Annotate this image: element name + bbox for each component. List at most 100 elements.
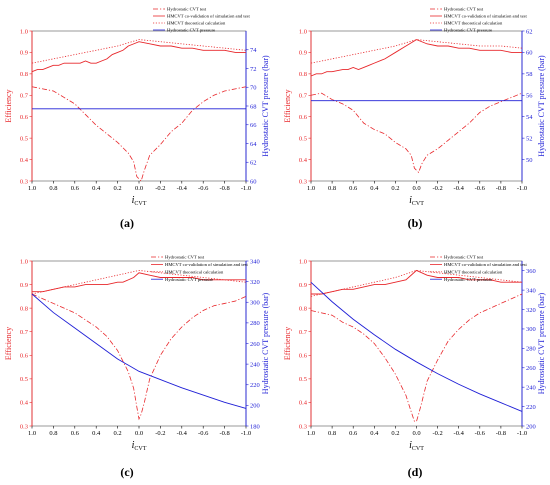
y-right-tick-label: 52	[526, 135, 533, 142]
x-tick-label: 0.8	[328, 430, 336, 437]
series-line-1	[310, 92, 523, 174]
series-line-4	[31, 293, 247, 409]
y-left-tick-label: 0.3	[20, 423, 28, 430]
x-tick-label: 0.2	[391, 430, 399, 437]
y-right-tick-label: 280	[526, 346, 536, 353]
legend: Hydrostatic CVT test HMCVT co-validation …	[153, 7, 250, 33]
x-tick-label: -0.4	[454, 185, 465, 192]
y-right-tick-label: 62	[526, 28, 533, 35]
chart-panel-c: 1.0 0.8 0.6 0.4 0.2 0.0 -0.2 -0.4 -0.6 -0.8 -1.0 0.…	[4, 255, 270, 479]
legend-label: HMCVT theoretical calculation	[167, 21, 226, 26]
y-left-tick-label: 0.6	[299, 353, 308, 360]
series-line-1	[31, 86, 247, 182]
y-left-tick-label: 0.9	[20, 282, 28, 289]
x-tick-label: 0.4	[92, 430, 101, 437]
y-right-tick-label: 200	[250, 403, 260, 410]
x-tick-label: 0.0	[412, 185, 420, 192]
x-tick-label: 0.6	[349, 185, 358, 192]
x-tick-label: 0.2	[391, 185, 399, 192]
legend-label: Hydrostatic CVT pressure	[444, 28, 492, 33]
series-line-3	[31, 270, 247, 295]
y-right-tick-label: 320	[526, 307, 536, 314]
x-axis-title: iCVT	[409, 195, 424, 207]
y-left-axis-title: Efficiency	[4, 327, 13, 360]
y-right-tick-label: 64	[250, 141, 257, 148]
legend-label: Hydrostatic CVT test	[444, 7, 484, 12]
y-right-tick-label: 260	[250, 341, 260, 348]
y-left-tick-label: 0.4	[299, 400, 308, 407]
x-axis-title: iCVT	[132, 440, 147, 452]
series-line-2	[310, 39, 522, 77]
y-right-tick-label: 68	[250, 103, 257, 110]
x-tick-label: -1.0	[241, 185, 251, 192]
y-right-tick-label: 300	[526, 326, 536, 333]
legend-label: HMCVT theoretical calculation	[444, 21, 503, 26]
y-right-axis-title: Hydrostatic CVT pressure (bar)	[261, 55, 270, 157]
y-right-axis-title: Hydrostatic CVT pressure (bar)	[537, 55, 546, 157]
legend-label: Hydrostatic CVT pressure	[444, 277, 492, 282]
x-tick-label: -0.4	[454, 430, 465, 437]
panel-caption: (b)	[408, 216, 423, 230]
y-left-tick-label: 0.6	[20, 353, 29, 360]
y-left-tick-label: 0.7	[299, 329, 308, 336]
series-line-2	[311, 269, 522, 295]
y-left-tick-label: 0.7	[20, 329, 29, 336]
y-left-tick-label: 0.3	[299, 178, 307, 185]
y-left-axis-title: Efficiency	[4, 89, 13, 122]
x-tick-label: 1.0	[28, 430, 36, 437]
y-right-tick-label: 60	[250, 178, 257, 185]
y-left-tick-label: 1.0	[20, 258, 28, 265]
x-tick-label: 0.4	[370, 185, 379, 192]
x-tick-label: 0.6	[71, 430, 80, 437]
series-line-2	[32, 272, 246, 293]
y-right-tick-label: 56	[526, 93, 533, 100]
y-right-tick-label: 280	[250, 320, 260, 327]
x-tick-label: -0.8	[219, 430, 229, 437]
legend-label: HMCVT co-validation of simulation and te…	[444, 262, 527, 267]
plot-frame	[310, 30, 523, 182]
y-right-tick-label: 340	[250, 258, 260, 265]
x-axis-title: iCVT	[132, 195, 147, 207]
y-left-tick-label: 0.4	[20, 157, 29, 164]
y-left-tick-label: 0.9	[20, 50, 28, 57]
x-tick-label: -0.6	[198, 430, 209, 437]
y-right-tick-label: 72	[250, 66, 257, 73]
x-tick-label: 0.2	[114, 430, 122, 437]
x-tick-label: 0.4	[92, 185, 101, 192]
series-line-3	[310, 270, 523, 297]
plot-frame	[310, 260, 523, 427]
x-tick-label: 0.8	[49, 430, 57, 437]
y-left-tick-label: 0.8	[299, 305, 307, 312]
x-tick-label: 0.0	[135, 185, 143, 192]
y-left-tick-label: 0.7	[20, 93, 29, 100]
plot-frame	[31, 30, 247, 182]
series-line-1	[31, 293, 247, 421]
legend: Hydrostatic CVT test HMCVT co-validation …	[151, 255, 248, 282]
y-right-tick-label: 50	[526, 157, 533, 164]
x-tick-label: -0.8	[496, 430, 506, 437]
y-right-tick-label: 360	[526, 268, 536, 275]
legend-label: HMCVT theoretical calculation	[165, 269, 224, 274]
x-tick-label: -0.8	[496, 185, 506, 192]
y-left-tick-label: 0.6	[20, 114, 29, 121]
y-left-tick-label: 0.4	[299, 157, 308, 164]
legend-label: HMCVT co-validation of simulation and te…	[167, 14, 250, 19]
x-tick-label: -0.2	[432, 185, 442, 192]
legend-label: Hydrostatic CVT test	[165, 255, 205, 260]
y-right-tick-label: 300	[250, 300, 260, 307]
y-left-tick-label: 0.8	[20, 71, 28, 78]
x-tick-label: 0.2	[114, 185, 122, 192]
x-tick-label: 0.8	[328, 185, 336, 192]
x-tick-label: -0.6	[198, 185, 209, 192]
y-left-tick-label: 0.8	[299, 71, 307, 78]
x-tick-label: -0.2	[432, 430, 442, 437]
legend: Hydrostatic CVT test HMCVT co-validation …	[430, 7, 527, 33]
y-right-tick-label: 54	[526, 114, 533, 121]
y-left-tick-label: 0.5	[20, 376, 28, 383]
x-tick-label: -0.4	[177, 185, 188, 192]
x-tick-label: -0.8	[219, 185, 229, 192]
x-tick-label: 1.0	[28, 185, 36, 192]
panel-caption: (d)	[408, 465, 423, 479]
y-left-tick-label: 0.8	[20, 305, 28, 312]
